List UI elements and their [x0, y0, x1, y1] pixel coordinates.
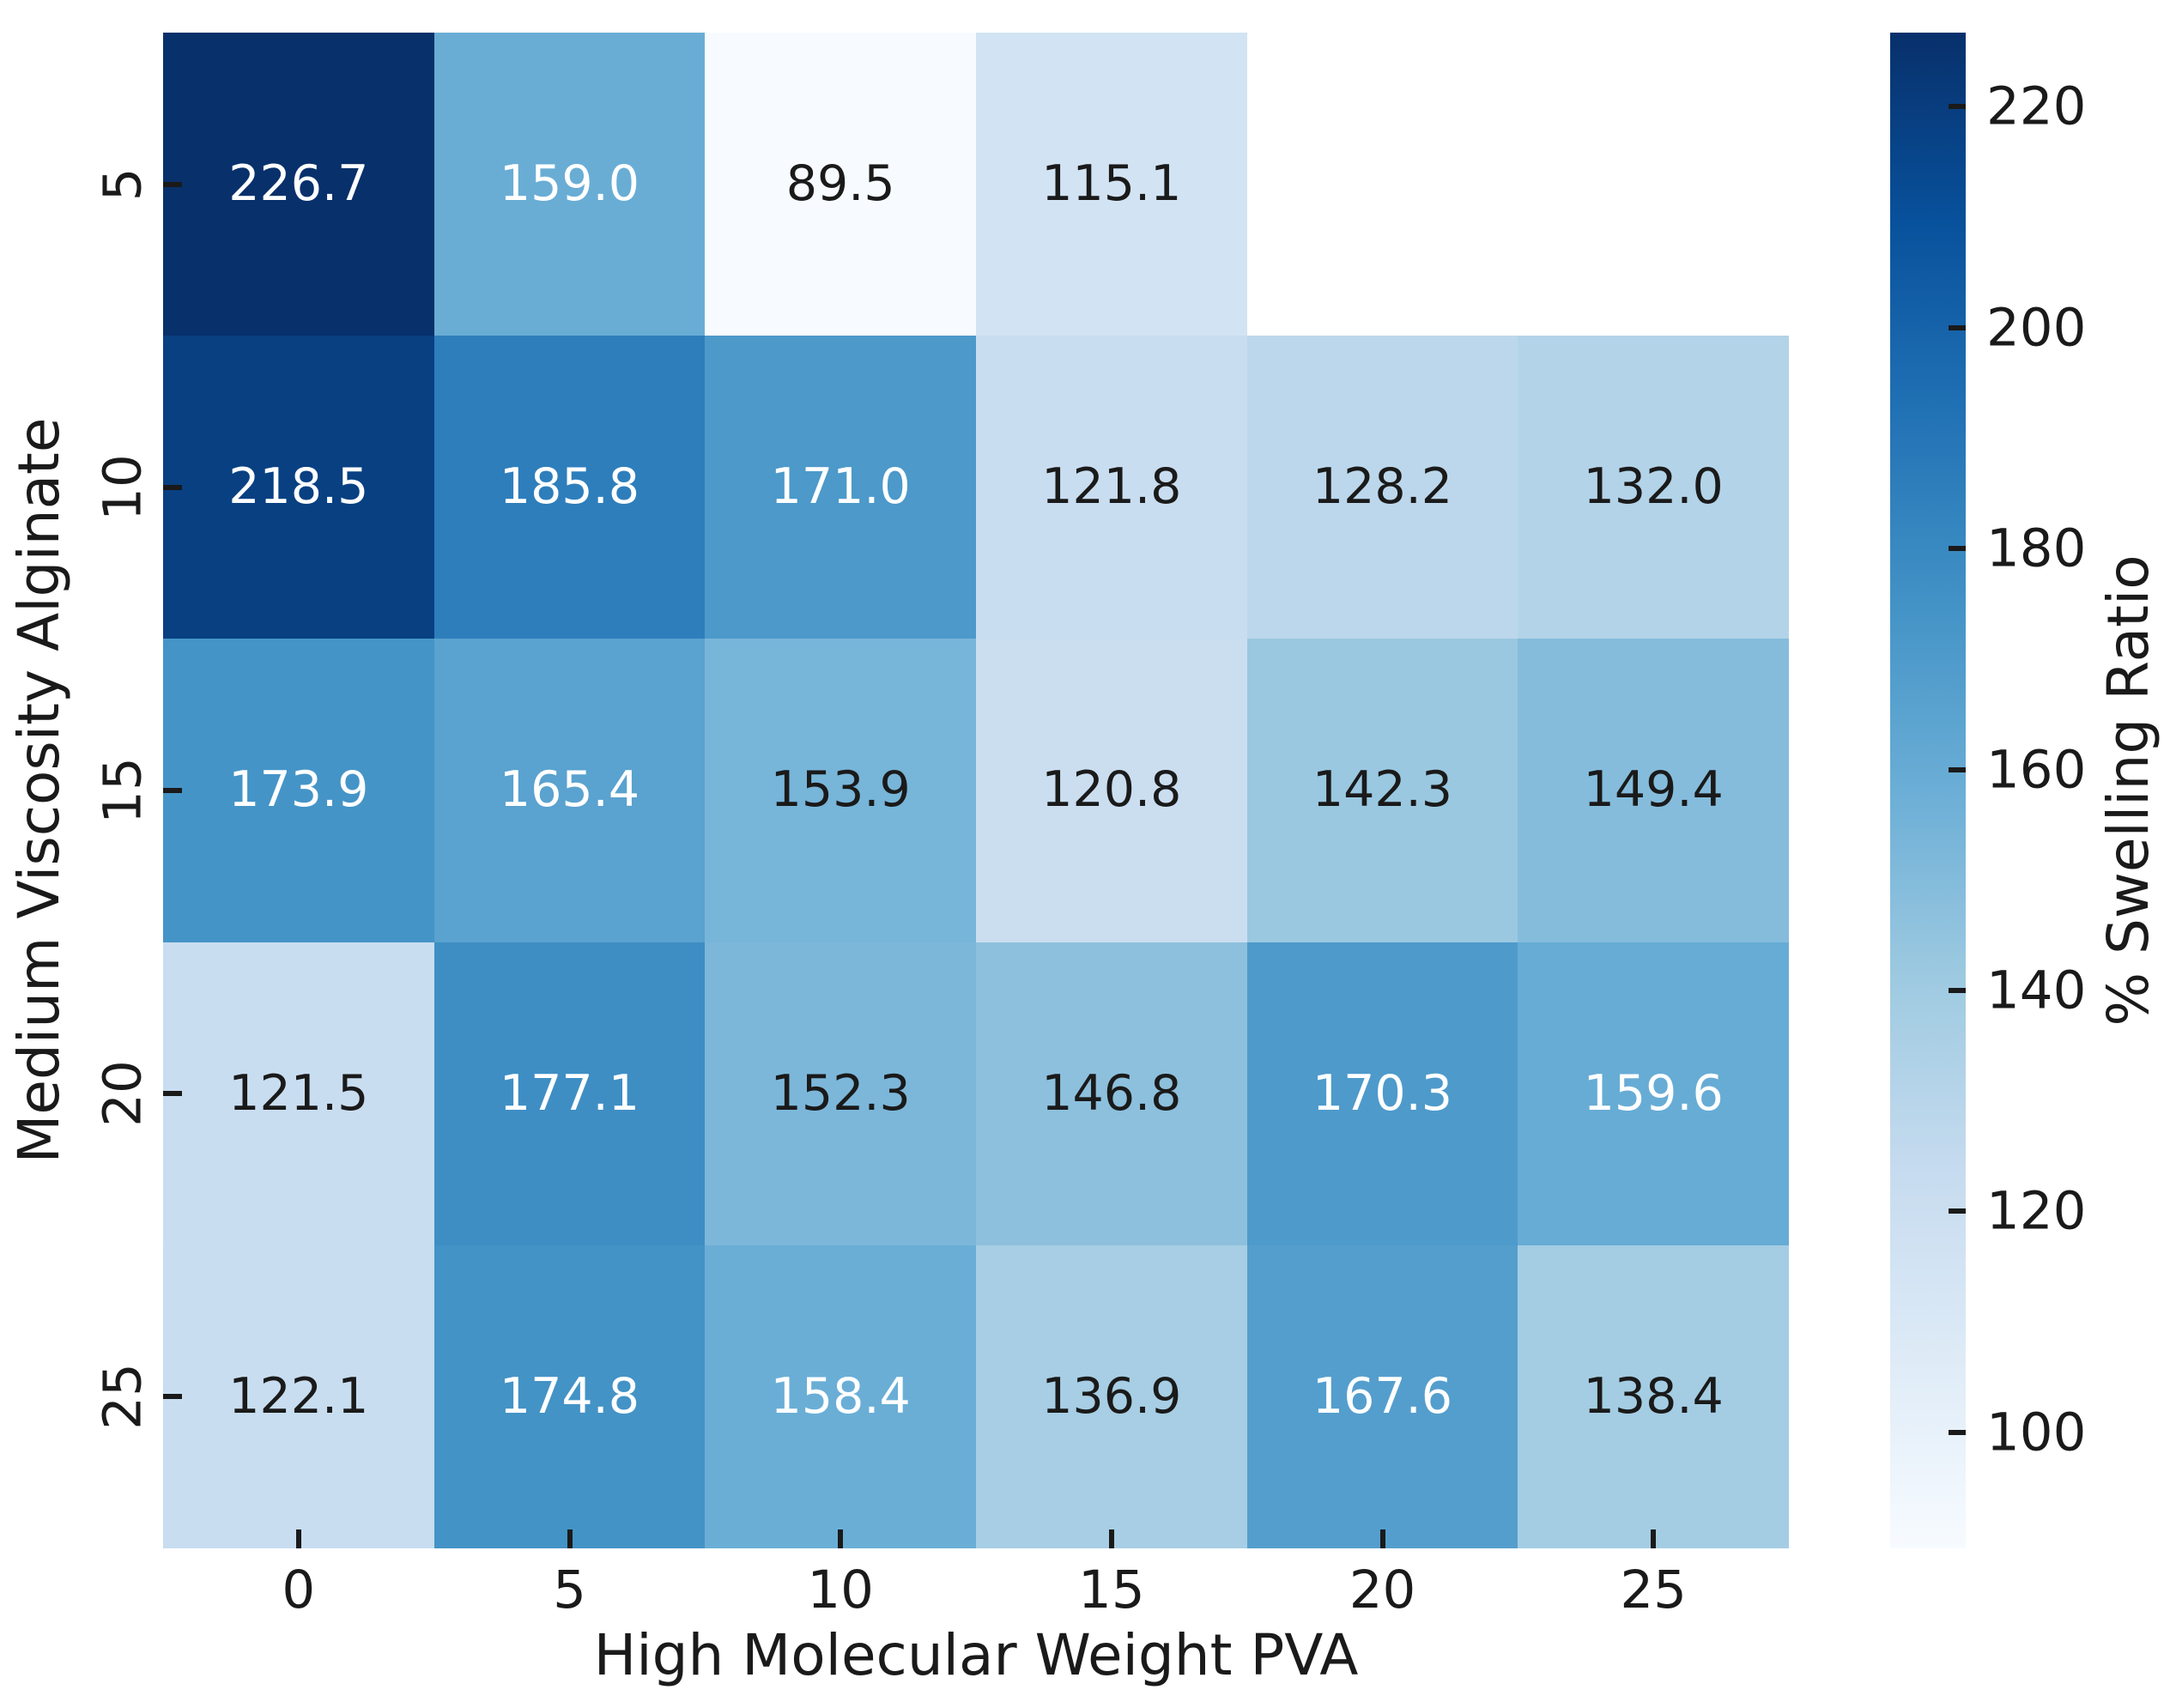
cell-value: 128.2 [1312, 458, 1453, 516]
colorbar-tick-mark [1949, 766, 1966, 772]
y-tick-mark [163, 1091, 182, 1097]
colorbar-tick-label: 100 [1986, 1402, 2087, 1463]
colorbar-label: % Swelling Ratio [2095, 554, 2161, 1027]
x-tick-mark [1651, 1529, 1657, 1548]
cell-value: 138.4 [1583, 1367, 1724, 1425]
colorbar-tick-label: 160 [1986, 739, 2087, 801]
cell-value: 153.9 [770, 761, 911, 819]
cell-value: 136.9 [1041, 1367, 1182, 1425]
cell-value: 173.9 [228, 761, 369, 819]
heatmap-cell: 121.5 [163, 942, 434, 1245]
heatmap-cell: 173.9 [163, 639, 434, 942]
heatmap-cell: 171.0 [705, 336, 976, 639]
cell-value: 146.8 [1041, 1064, 1182, 1122]
cell-value: 89.5 [785, 155, 895, 213]
heatmap-cell: 167.6 [1246, 1245, 1518, 1548]
x-tick-mark [567, 1529, 573, 1548]
heatmap-cell: 136.9 [976, 1245, 1247, 1548]
colorbar-tick-mark [1949, 987, 1966, 993]
cell-value: 185.8 [499, 458, 640, 516]
colorbar-tick-label: 180 [1986, 518, 2087, 579]
colorbar-tick-label: 120 [1986, 1180, 2087, 1242]
y-tick-label: 10 [92, 453, 154, 521]
cell-value: 152.3 [770, 1064, 911, 1122]
x-tick-label: 25 [1620, 1560, 1687, 1620]
heatmap-cell: 174.8 [433, 1245, 706, 1548]
heatmap-cell: 153.9 [705, 639, 976, 942]
heatmap-cell: 132.0 [1518, 336, 1789, 639]
heatmap-cell: 159.0 [433, 33, 706, 336]
heatmap-cell: 149.4 [1518, 639, 1789, 942]
colorbar-tick-mark [1949, 1429, 1966, 1435]
heatmap-cell: 138.4 [1518, 1245, 1789, 1548]
heatmap-cell: 89.5 [705, 33, 976, 336]
cell-value: 167.6 [1312, 1367, 1453, 1425]
x-tick-label: 10 [807, 1560, 874, 1620]
heatmap-cell: 142.3 [1246, 639, 1518, 942]
heatmap-cell: 115.1 [976, 33, 1247, 336]
heatmap-cell: 185.8 [433, 336, 706, 639]
y-tick-mark [163, 484, 182, 490]
cell-value: 170.3 [1312, 1064, 1453, 1122]
cell-value: 149.4 [1583, 761, 1724, 819]
colorbar-tick-mark [1949, 104, 1966, 110]
heatmap-cell: 152.3 [705, 942, 976, 1245]
heatmap-cell: 177.1 [433, 942, 706, 1245]
colorbar [1890, 33, 1966, 1548]
heatmap-cell: 218.5 [163, 336, 434, 639]
cell-value: 159.6 [1583, 1064, 1724, 1122]
heatmap-cell: 170.3 [1246, 942, 1518, 1245]
heatmap-cell: 226.7 [163, 33, 434, 336]
heatmap-cell: 165.4 [433, 639, 706, 942]
x-tick-label: 5 [553, 1560, 586, 1620]
y-tick-label: 25 [92, 1363, 154, 1431]
x-tick-label: 15 [1078, 1560, 1145, 1620]
heatmap-cell: 128.2 [1246, 336, 1518, 639]
cell-value: 121.8 [1041, 458, 1182, 516]
y-tick-mark [163, 181, 182, 187]
y-tick-mark [163, 788, 182, 793]
x-tick-mark [838, 1529, 844, 1548]
y-axis-label: Medium Viscosity Alginate [6, 417, 72, 1164]
cell-value: 165.4 [499, 761, 640, 819]
y-tick-label: 20 [92, 1060, 154, 1127]
cell-value: 121.5 [228, 1064, 369, 1122]
y-tick-label: 5 [92, 167, 154, 201]
heatmap-cell: 146.8 [976, 942, 1247, 1245]
cell-value: 115.1 [1041, 155, 1182, 213]
y-tick-mark [163, 1394, 182, 1400]
colorbar-tick-label: 220 [1986, 76, 2087, 137]
colorbar-tick-mark [1949, 1208, 1966, 1214]
cell-value: 158.4 [770, 1367, 911, 1425]
heatmap-cell: 122.1 [163, 1245, 434, 1548]
cell-value: 159.0 [499, 155, 640, 213]
cell-value: 122.1 [228, 1367, 369, 1425]
y-tick-label: 15 [92, 757, 154, 824]
colorbar-tick-label: 200 [1986, 297, 2087, 359]
colorbar-tick-mark [1949, 546, 1966, 552]
heatmap-cell: 121.8 [976, 336, 1247, 639]
heatmap-cell: 158.4 [705, 1245, 976, 1548]
cell-value: 218.5 [228, 458, 369, 516]
x-tick-mark [1379, 1529, 1385, 1548]
cell-value: 226.7 [228, 155, 369, 213]
cell-value: 174.8 [499, 1367, 640, 1425]
colorbar-tick-mark [1949, 324, 1966, 330]
x-tick-mark [295, 1529, 301, 1548]
cell-value: 171.0 [770, 458, 911, 516]
cell-value: 142.3 [1312, 761, 1453, 819]
x-axis-label: High Molecular Weight PVA [593, 1622, 1359, 1688]
heatmap-cell: 120.8 [976, 639, 1247, 942]
cell-value: 120.8 [1041, 761, 1182, 819]
colorbar-tick-label: 140 [1986, 960, 2087, 1021]
x-tick-mark [1108, 1529, 1114, 1548]
heatmap-plot: 226.7 159.0 89.5 115.1 218.5 185.8 171.0 121.8 1… [163, 33, 1789, 1548]
x-tick-label: 0 [282, 1560, 316, 1620]
heatmap-cell: 159.6 [1518, 942, 1789, 1245]
cell-value: 177.1 [499, 1064, 640, 1122]
cell-value: 132.0 [1583, 458, 1724, 516]
x-tick-label: 20 [1349, 1560, 1416, 1620]
